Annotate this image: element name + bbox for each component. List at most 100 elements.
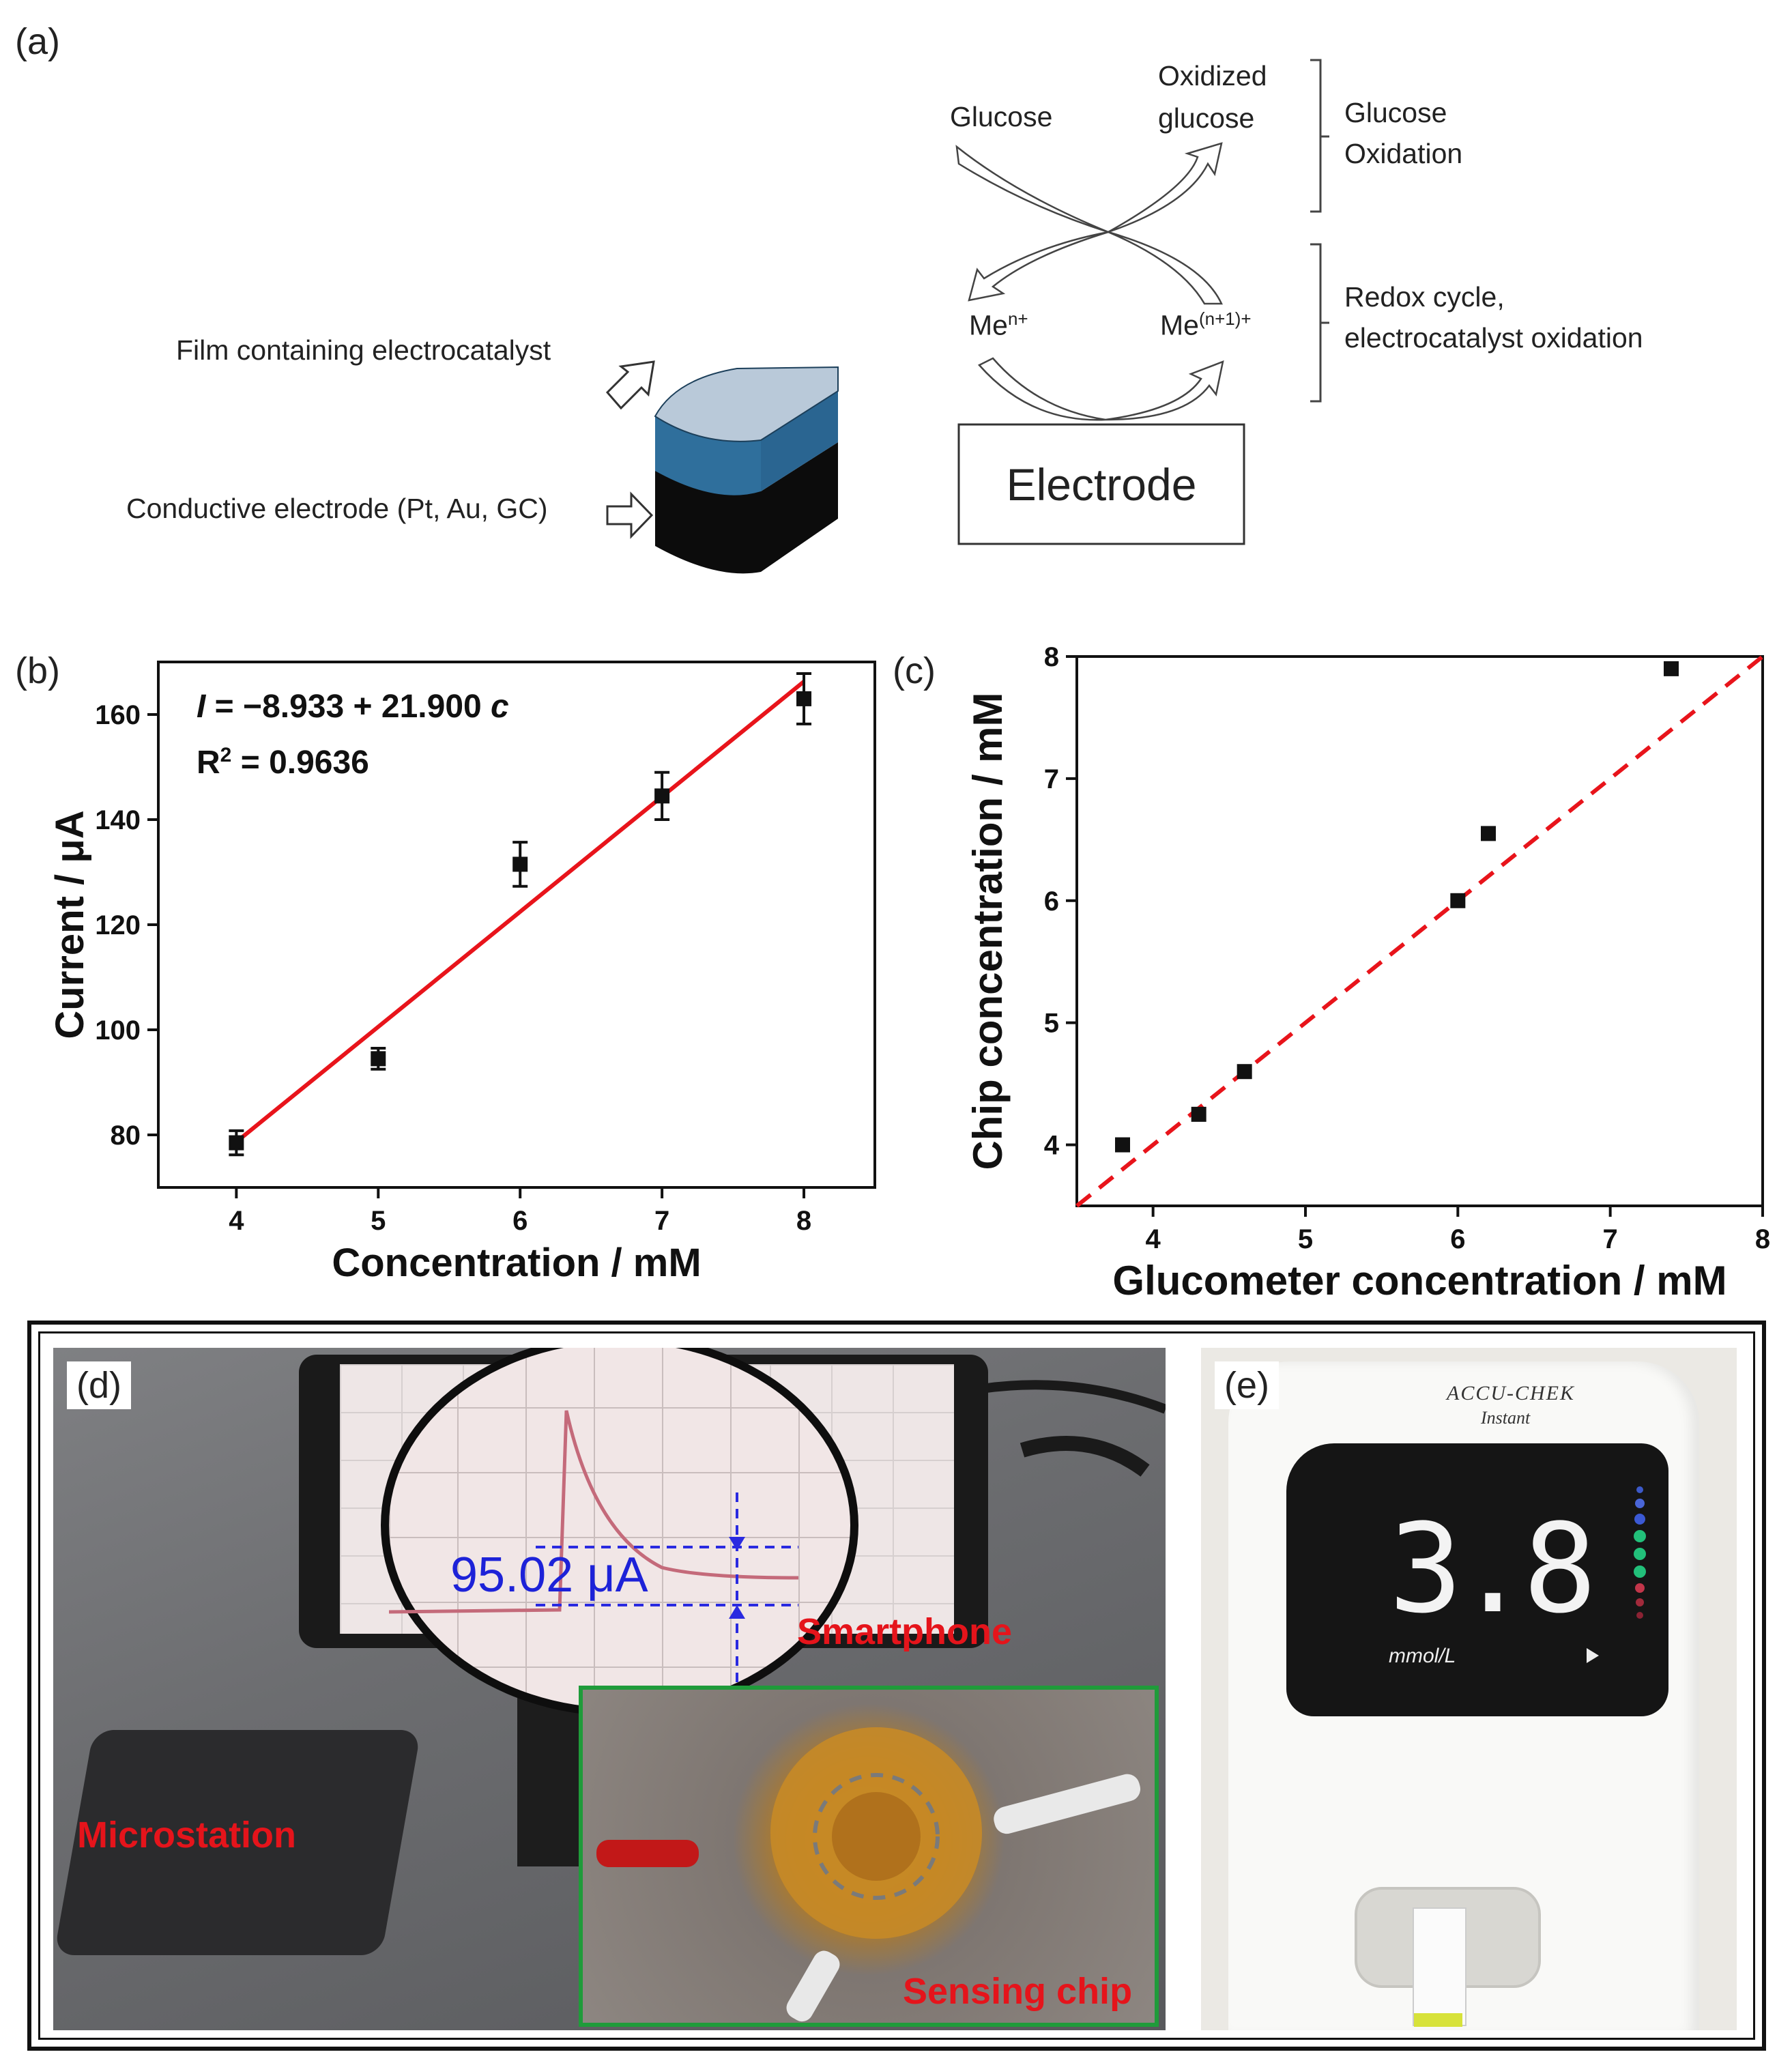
data-point — [1481, 826, 1496, 841]
smartphone-annotation: Smartphone — [797, 1611, 1013, 1652]
panel-d-photo: 95.02 μA (d) Smartphone Microstation Sen… — [53, 1348, 1166, 2030]
x-tick-label: 8 — [1755, 1224, 1770, 1254]
redox-left-arc-arrow-icon — [968, 231, 1109, 302]
x-tick-label: 5 — [371, 1206, 386, 1236]
display-value: 3.8 — [1389, 1498, 1597, 1641]
y-tick-label: 5 — [1044, 1009, 1059, 1039]
reference-line — [1075, 654, 1764, 1208]
x-tick-label: 8 — [796, 1206, 811, 1236]
electrode-body — [655, 471, 761, 574]
data-point — [1115, 1137, 1130, 1153]
x-tick-label: 6 — [1450, 1224, 1465, 1254]
y-tick-label: 4 — [1044, 1131, 1060, 1161]
y-tick-label: 160 — [95, 700, 141, 730]
electrode-stack-illustration — [654, 366, 839, 574]
y-tick-label: 100 — [95, 1015, 141, 1045]
oxidized-arc-arrow-icon — [1108, 142, 1223, 233]
panel-e-photo: ACCU-CHEK Instant 3.8 mmol/L (e) — [1201, 1348, 1737, 2030]
data-point — [796, 691, 812, 706]
data-point — [1237, 1064, 1252, 1080]
sensing-chip-inset — [579, 1686, 1159, 2027]
glucometer-model: Instant — [1481, 1408, 1531, 1428]
x-axis-label: Concentration / mM — [332, 1241, 701, 1285]
me-n-superscript: n+ — [1007, 308, 1028, 329]
panel-c-label: (c) — [893, 650, 936, 691]
redox-right-arc-arrow-icon — [1108, 231, 1223, 305]
film-label: Film containing electrocatalyst — [176, 334, 551, 366]
test-strip-tip — [1414, 2013, 1462, 2027]
y-tick-label: 7 — [1044, 764, 1059, 794]
x-tick-label: 5 — [1298, 1224, 1313, 1254]
x-tick-label: 4 — [229, 1206, 244, 1236]
electrode-right-arc-arrow-icon — [1105, 360, 1224, 421]
redox-cycle-brace — [1310, 243, 1329, 403]
data-point — [512, 856, 528, 872]
current-reading: 95.02 μA — [450, 1548, 648, 1602]
chart-c: 4 5 6 7 8 4 5 6 7 8 Glucometer concentration / mM C… — [965, 642, 1770, 1303]
y-tick-label: 8 — [1044, 642, 1059, 672]
panel-a-label: (a) — [15, 21, 60, 62]
glucose-oxidation-label-1: Glucose — [1344, 97, 1447, 128]
y-tick-label: 80 — [111, 1121, 141, 1151]
display-unit: mmol/L — [1389, 1645, 1456, 1667]
data-point — [1664, 661, 1679, 676]
plot-frame — [157, 661, 876, 1189]
plot-frame — [1075, 655, 1764, 1207]
x-tick-label: 4 — [1146, 1224, 1161, 1254]
panel-e-label: (e) — [1215, 1361, 1279, 1409]
magnified-current-trace — [389, 1410, 799, 1697]
glucose-oxidation-brace — [1310, 59, 1329, 213]
data-point — [1191, 1106, 1206, 1122]
glucometer-display: 3.8 mmol/L — [1286, 1443, 1668, 1716]
oxidized-label-2: glucose — [1158, 102, 1255, 134]
me-n1-label: Me(n+1)+ — [1160, 308, 1252, 341]
redox-label-1: Redox cycle, — [1344, 281, 1505, 313]
glucometer-brand: ACCU-CHEK — [1447, 1382, 1576, 1404]
electrode-label: Conductive electrode (Pt, Au, GC) — [126, 493, 548, 524]
display-pointer-icon — [1587, 1648, 1599, 1663]
electrode-box-label: Electrode — [1006, 459, 1197, 510]
me-n1-superscript: (n+1)+ — [1198, 308, 1252, 329]
electrode-box — [957, 423, 1245, 545]
microstation-annotation: Microstation — [77, 1815, 297, 1856]
y-axis-label: Chip concentration / mM — [965, 692, 1011, 1170]
data-point — [229, 1135, 244, 1151]
cable-lines — [981, 1380, 1166, 1477]
glucose-oxidation-label-2: Oxidation — [1344, 138, 1463, 169]
y-tick-label: 140 — [95, 805, 141, 835]
data-point — [1450, 893, 1466, 908]
x-tick-label: 7 — [1603, 1224, 1618, 1254]
glucose-label: Glucose — [950, 101, 1053, 132]
glucose-arc-arrow-icon — [955, 145, 1109, 233]
film-arrow-icon — [605, 360, 655, 410]
magnifier-circle: 95.02 μA — [381, 1348, 858, 1716]
film-top — [654, 366, 839, 442]
sensing-chip-annotation: Sensing chip — [903, 1971, 1133, 2012]
data-point — [654, 788, 670, 804]
electrode-left-arc-arrow-icon — [977, 357, 1106, 421]
me-n-label: Men+ — [969, 308, 1028, 341]
electrode-arrow-icon — [606, 491, 654, 539]
y-axis-label: Current / μA — [48, 810, 92, 1039]
oxidized-label-1: Oxidized — [1158, 60, 1267, 91]
x-axis-label: Glucometer concentration / mM — [1112, 1258, 1726, 1303]
chart-b: 4 5 6 7 8 80 100 120 140 160 Concentration / mM Cur… — [48, 661, 876, 1285]
panel-a-diagram — [605, 59, 1329, 574]
fit-line — [235, 680, 805, 1144]
y-tick-label: 120 — [95, 910, 141, 940]
film-front — [761, 391, 838, 491]
range-indicator — [1631, 1481, 1649, 1624]
panel-d-label: (d) — [67, 1361, 131, 1409]
y-tick-label: 6 — [1044, 886, 1059, 917]
sensing-chip-illustration — [596, 1727, 1141, 2022]
x-tick-label: 7 — [654, 1206, 669, 1236]
photo-frame — [27, 1321, 1766, 2051]
panel-b-label: (b) — [15, 650, 60, 691]
test-strip — [1413, 1907, 1466, 2026]
chart-b-equation: I = −8.933 + 21.900 c — [197, 689, 509, 725]
data-point — [371, 1051, 386, 1067]
x-tick-label: 6 — [512, 1206, 528, 1236]
chart-b-r-squared: R2 = 0.9636 — [197, 744, 369, 781]
redox-label-2: electrocatalyst oxidation — [1344, 322, 1643, 354]
electrode-face — [761, 442, 838, 572]
